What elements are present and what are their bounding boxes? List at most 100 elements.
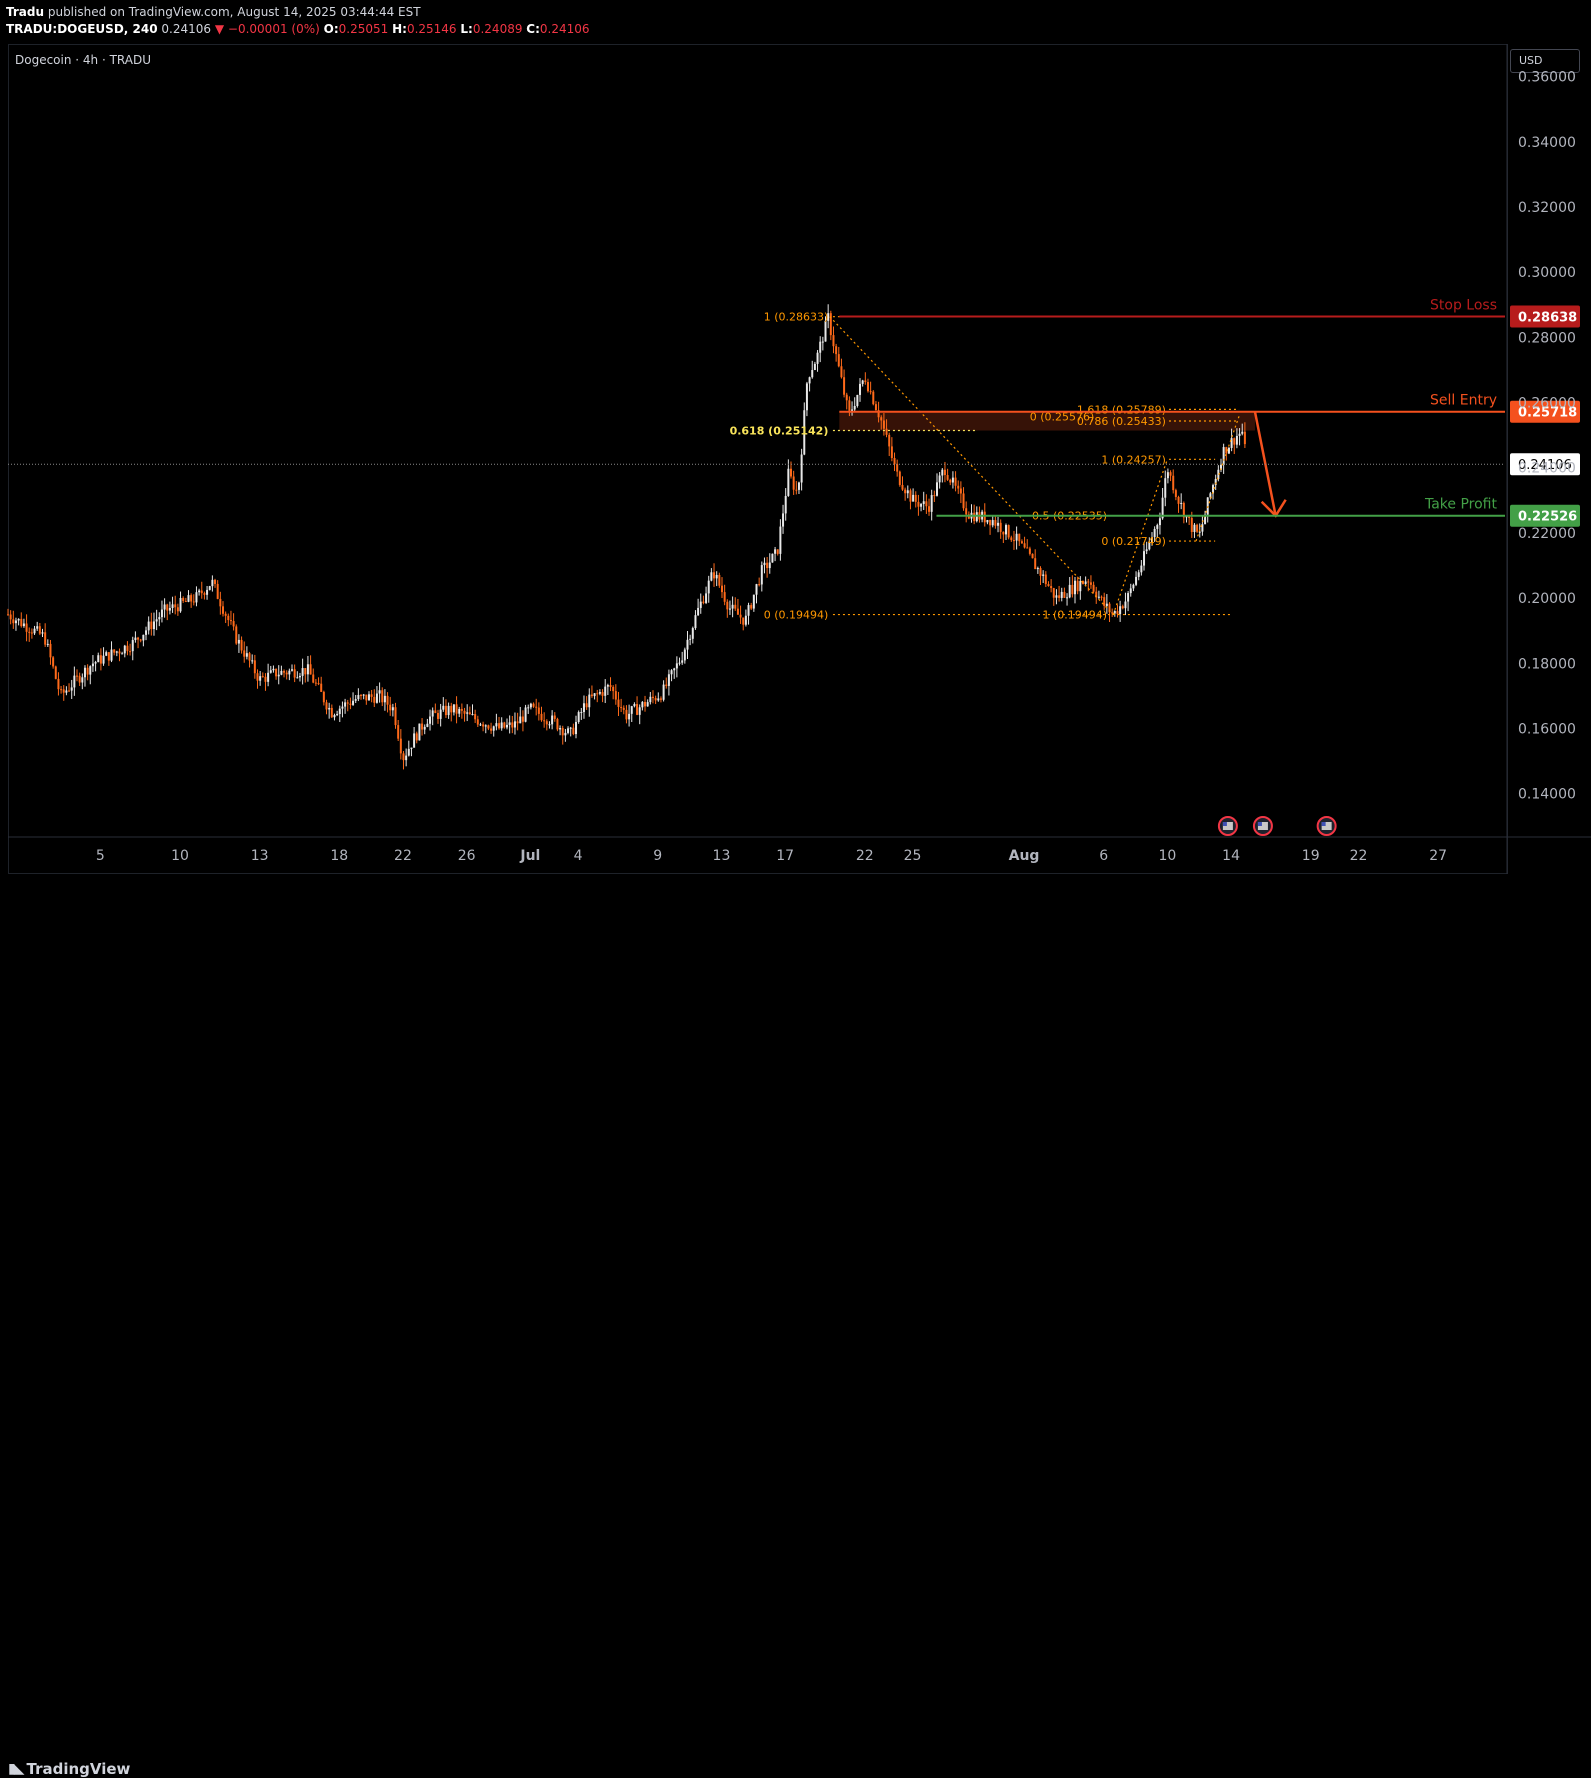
candle-body [1071,584,1074,595]
candle-body [1219,464,1222,470]
candle-body [739,614,742,618]
candle-body [1140,565,1143,573]
candle-body [582,703,585,713]
candle-body [890,446,893,459]
candle-body [673,668,676,671]
candle-body [1132,584,1135,589]
x-tick-label: Aug [1009,848,1040,864]
candle-body [298,675,301,678]
candle-body [444,705,447,716]
chart-svg[interactable]: 1 (0.28633) 0.618 (0.25142) 0 (0.19494) 1.6… [0,0,1591,911]
candle-body [683,649,686,661]
candle-body [421,723,424,730]
candle-body [1052,588,1055,598]
candle-body [524,707,527,722]
candle-body [1166,472,1169,479]
candle-body [1233,438,1236,445]
candle-body [314,682,317,684]
candle-body [835,346,838,355]
candle-body [1225,447,1228,454]
candle-body [142,634,145,641]
candle-body [1238,433,1241,436]
x-tick-label: 25 [904,848,922,864]
candle-body [1209,493,1212,498]
candle-body [659,698,662,700]
candle-body [70,687,73,691]
candle-body [1129,588,1132,594]
tradingview-logo[interactable]: ▮◣ TradingView [8,1760,130,1778]
candle-body [983,511,986,523]
candle-body [1012,540,1015,542]
candle-body [644,701,647,707]
candle-body [267,672,270,682]
candle-body [129,651,132,653]
publisher-name[interactable]: Tradu [6,5,45,19]
candle-body [1074,580,1077,595]
candle-body [367,694,370,701]
candle-body [901,484,904,490]
candle-body [832,335,835,347]
candle-body [500,722,503,729]
candle-body [575,721,578,735]
currency-button[interactable]: USD [1510,49,1580,73]
candle-body [1005,525,1007,535]
candle-body [649,696,652,703]
candle-body [190,595,193,602]
candle-body [429,716,432,724]
candle-body [1243,431,1246,445]
candle-body [1063,591,1066,598]
candle-body [99,655,102,664]
flag-stripes [1321,822,1332,830]
candle-body [44,632,47,645]
candle-body [110,649,113,661]
candle-body [527,707,530,709]
candle-body [713,572,716,579]
candle-body [192,601,195,603]
candle-body [882,420,885,429]
fib-label: 0 (0.19494) [764,609,829,622]
candle-body [1060,591,1063,598]
candle-body [962,493,965,509]
candle-body [317,683,320,685]
candle-body [320,683,323,692]
candle-body [466,712,469,714]
candle-body [545,721,548,725]
candle-body [636,704,639,715]
candle-body [856,394,859,406]
candle-body [506,724,508,728]
candle-body [1097,596,1100,598]
candle-body [118,651,121,654]
candle-body [386,695,389,705]
candle-body [758,584,761,586]
candle-body [221,606,224,614]
candle-body [606,685,609,687]
candle-body [946,475,949,480]
candle-body [291,669,294,671]
candle-body [516,721,519,724]
candle-body [484,725,487,727]
candle-body [728,608,731,610]
candle-body [720,585,723,593]
candle-body [710,572,713,581]
candle-body [1235,435,1238,445]
candle-body [622,707,625,710]
candle-body [179,597,182,612]
candle-body [83,667,86,678]
candle-body [442,705,445,710]
candle-body [28,631,31,633]
candle-body [9,614,12,620]
candle-body [866,382,869,392]
candle-body [211,579,214,587]
stop-loss-label: Stop Loss [1430,298,1497,314]
candle-body [1058,595,1061,598]
candle-body [771,553,774,563]
candle-body [861,380,864,384]
candle-body [312,674,315,683]
candle-body [529,703,532,708]
candle-body [596,693,599,695]
candle-body [569,727,572,729]
projection-arrow [1253,411,1277,516]
candle-body [269,670,272,673]
candle-body [1108,603,1111,613]
candle-body [821,341,824,343]
